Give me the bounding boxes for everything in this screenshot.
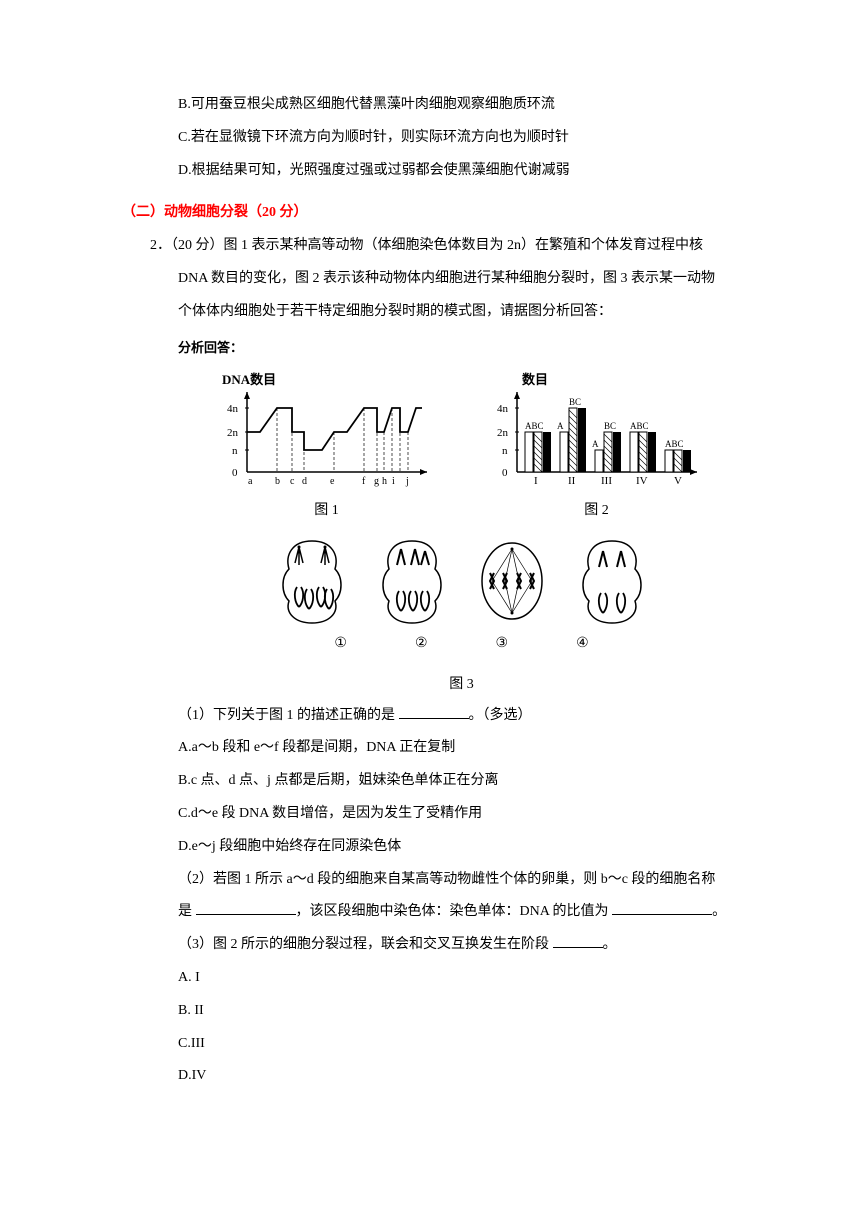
fig3-label: 图 3 (178, 670, 745, 701)
cell-4 (577, 537, 647, 625)
svg-text:4n: 4n (497, 403, 509, 415)
sub3-option-d: D.IV (178, 1061, 745, 1092)
sub3-option-b: B. II (178, 996, 745, 1027)
svg-text:BC: BC (569, 397, 581, 407)
figures-row-1: DNA数目 4n 2n n 0 (178, 372, 745, 527)
svg-text:g: g (374, 476, 379, 487)
svg-text:III: III (601, 475, 612, 487)
svg-text:BC: BC (604, 421, 616, 431)
svg-text:V: V (674, 475, 682, 487)
sub1-option-c: C.d～e 段 DNA 数目增倍，是因为发生了受精作用 (178, 799, 745, 830)
cell-label-2: ② (415, 629, 428, 660)
blank-2 (196, 899, 296, 915)
sub2-line2: 是 ，该区段细胞中染色体：染色单体：DNA 的比值为 。 (178, 897, 745, 928)
svg-text:c: c (290, 476, 295, 487)
svg-text:4n: 4n (227, 403, 239, 415)
figure-1: DNA数目 4n 2n n 0 (222, 372, 432, 527)
q2-stem-line1: 2．（20 分）图 1 表示某种高等动物（体细胞染色体数目为 2n）在繁殖和个体… (150, 231, 745, 262)
fig1-label: 图 1 (314, 496, 339, 527)
cell-label-3: ③ (496, 629, 509, 660)
analysis-label: 分析回答： (178, 334, 745, 363)
blank-1 (399, 703, 469, 719)
sub2-line1: （2）若图 1 所示 a～d 段的细胞来自某高等动物雌性个体的卵巢，则 b～c … (178, 865, 745, 896)
svg-text:n: n (502, 445, 508, 457)
sub1-stem: （1）下列关于图 1 的描述正确的是 。（多选） (178, 701, 745, 732)
sub3-text-a: （3）图 2 所示的细胞分裂过程，联会和交叉互换发生在阶段 (178, 937, 553, 952)
svg-text:A: A (557, 421, 564, 431)
svg-text:n: n (232, 445, 238, 457)
sub2-text-a: 是 (178, 904, 196, 919)
blank-4 (553, 932, 603, 948)
option-d: D.根据结果可知，光照强度过强或过弱都会使黑藻细胞代谢减弱 (150, 156, 745, 187)
svg-text:ABC: ABC (630, 421, 649, 431)
svg-text:b: b (275, 476, 280, 487)
svg-text:II: II (568, 475, 576, 487)
option-c: C.若在显微镜下环流方向为顺时针，则实际环流方向也为顺时针 (150, 123, 745, 154)
cell-1 (277, 537, 347, 625)
figure-2: 数目 4n 2n n 0 ABC I (492, 372, 702, 527)
blank-3 (612, 899, 712, 915)
section-title: （二）动物细胞分裂（20 分） (122, 198, 745, 229)
svg-text:e: e (330, 476, 335, 487)
q2-stem-line2: DNA 数目的变化，图 2 表示该种动物体内细胞进行某种细胞分裂时，图 3 表示… (178, 264, 745, 295)
svg-text:0: 0 (232, 467, 238, 479)
sub3-option-c: C.III (178, 1029, 745, 1060)
figure-3-labels: ① ② ③ ④ (178, 629, 745, 660)
cell-label-1: ① (334, 629, 347, 660)
cell-2 (377, 537, 447, 625)
sub1-option-a: A.a～b 段和 e～f 段都是间期，DNA 正在复制 (178, 733, 745, 764)
svg-text:A: A (592, 439, 599, 449)
fig1-ylabel: DNA数目 (222, 372, 276, 387)
sub1-stem-text: （1）下列关于图 1 的描述正确的是 (178, 708, 399, 723)
sub3-text-b: 。 (603, 937, 617, 952)
sub2-text-c: 。 (712, 904, 726, 919)
svg-text:h: h (382, 476, 387, 487)
svg-text:2n: 2n (497, 427, 509, 439)
svg-text:ABC: ABC (665, 439, 684, 449)
svg-text:a: a (248, 476, 253, 487)
sub2-text-b: ，该区段细胞中染色体：染色单体：DNA 的比值为 (296, 904, 613, 919)
option-b: B.可用蚕豆根尖成熟区细胞代替黑藻叶肉细胞观察细胞质环流 (150, 90, 745, 121)
svg-text:I: I (534, 475, 538, 487)
figure-1-svg: DNA数目 4n 2n n 0 (222, 372, 432, 492)
figure-3-row (178, 537, 745, 625)
svg-text:i: i (392, 476, 395, 487)
q2-stem-line3: 个体体内细胞处于若干特定细胞分裂时期的模式图，请据图分析回答： (178, 297, 745, 328)
figure-2-svg: 数目 4n 2n n 0 ABC I (492, 372, 702, 492)
fig2-label: 图 2 (584, 496, 609, 527)
svg-text:数目: 数目 (522, 372, 548, 387)
svg-text:j: j (405, 476, 409, 487)
cell-label-4: ④ (576, 629, 589, 660)
cell-3 (477, 537, 547, 625)
svg-text:IV: IV (636, 475, 648, 487)
svg-text:0: 0 (502, 467, 508, 479)
svg-text:f: f (362, 476, 366, 487)
svg-text:d: d (302, 476, 307, 487)
sub3-option-a: A. I (178, 963, 745, 994)
sub3-stem: （3）图 2 所示的细胞分裂过程，联会和交叉互换发生在阶段 。 (178, 930, 745, 961)
sub1-option-b: B.c 点、d 点、j 点都是后期，姐妹染色单体正在分离 (178, 766, 745, 797)
sub1-option-d: D.e～j 段细胞中始终存在同源染色体 (178, 832, 745, 863)
sub1-suffix: 。（多选） (469, 708, 532, 723)
svg-text:2n: 2n (227, 427, 239, 439)
svg-text:ABC: ABC (525, 421, 544, 431)
